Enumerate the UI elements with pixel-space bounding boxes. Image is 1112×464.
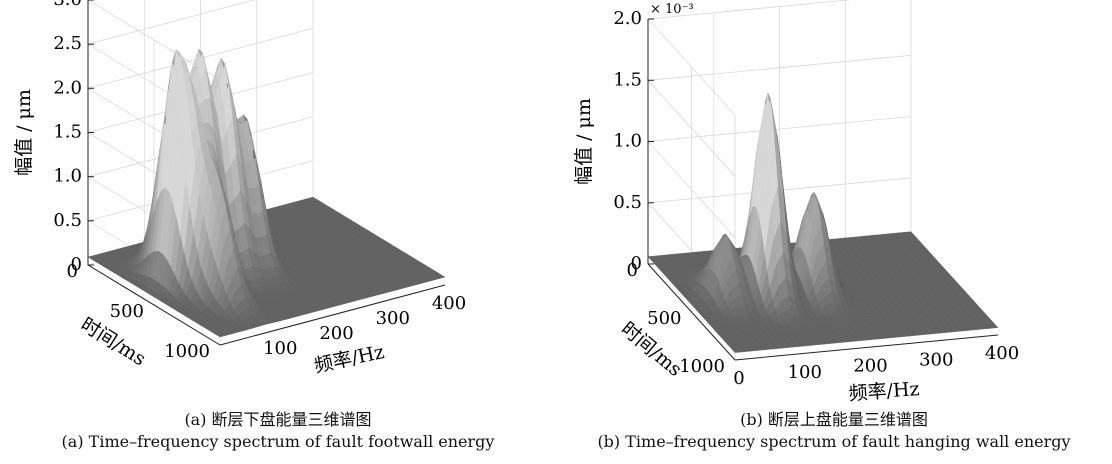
y-tick-labels: 0 500 1000: [627, 260, 725, 377]
z-tick-label: 2.0: [613, 8, 642, 29]
x-tick-label: 200: [319, 323, 353, 344]
y-tick-label: 500: [647, 308, 681, 329]
surface-mesh: [87, 48, 446, 338]
caption-en-b: (b) Time–frequency spectrum of fault han…: [597, 432, 1071, 451]
chart-panel-b: 0 0.5 1.0 1.5 2.0 × 10⁻³ 0 100 200 300 400 0 500 1000…: [556, 0, 1112, 464]
surface-facet: [434, 274, 446, 279]
x-tick-label: 200: [853, 356, 887, 377]
x-tick-label: 300: [376, 308, 410, 329]
y-axis-line: [87, 264, 221, 346]
z-scale-label: × 10⁻³: [650, 2, 694, 17]
x-axis-label: 频率/Hz: [312, 341, 386, 377]
y-tick-label: 500: [110, 301, 144, 322]
z-tick-label: 0: [71, 254, 82, 275]
x-tick-label: 100: [788, 362, 822, 383]
surface-plot-b: 0 0.5 1.0 1.5 2.0 × 10⁻³ 0 100 200 300 400 0 500 1000…: [573, 0, 1019, 405]
y-tick-label: 1000: [164, 341, 210, 362]
z-tick-label: 1.5: [613, 69, 642, 90]
y-axis-line: [647, 263, 736, 361]
x-tick-labels: 0 100 200 300 400: [733, 343, 1019, 389]
y-tick-label: 0: [67, 261, 78, 282]
y-tick-labels: 0 500 1000: [67, 261, 210, 362]
z-axis-label: 幅值 / μm: [13, 89, 35, 176]
surface-plot-a: 00.51.01.52.02.53.0× 10⁻³100200300400050…: [13, 0, 466, 377]
z-tick-label: 1.5: [53, 122, 82, 143]
caption-cn-b: (b) 断层上盘能量三维谱图: [740, 410, 928, 429]
x-tick-label: 0: [733, 368, 744, 389]
z-tick-label: 3.0: [53, 0, 82, 10]
chart-panel-a: 00.51.01.52.02.53.0× 10⁻³100200300400050…: [13, 0, 495, 451]
z-tick-labels: 0 0.5 1.0 1.5 2.0 2.5 3.0: [53, 0, 94, 275]
z-tick-label: 0.5: [53, 210, 82, 231]
x-tick-labels: 100 200 300 400: [263, 293, 466, 359]
x-axis-line: [219, 284, 446, 346]
z-tick-label: 2.0: [53, 77, 82, 98]
x-axis-line: [734, 334, 999, 361]
z-tick-labels: 0 0.5 1.0 1.5 2.0: [613, 8, 654, 274]
z-tick-label: 0.5: [613, 192, 642, 213]
x-tick-label: 400: [985, 343, 1019, 364]
z-axis-label: 幅值 / μm: [573, 98, 595, 185]
y-tick-label: 0: [627, 260, 638, 281]
x-axis-label: 频率/Hz: [848, 378, 920, 405]
caption-en-a: (a) Time–frequency spectrum of fault foo…: [61, 432, 495, 451]
z-tick-label: 0: [631, 253, 642, 274]
surface-facet: [988, 324, 999, 329]
z-tick-label: 1.0: [613, 131, 642, 152]
z-tick-label: 1.0: [53, 166, 82, 187]
caption-cn-a: (a) 断层下盘能量三维谱图: [184, 410, 372, 429]
y-tick-label: 1000: [679, 356, 725, 377]
x-tick-label: 300: [919, 349, 953, 370]
x-tick-label: 100: [263, 338, 297, 359]
surface-mesh: [647, 92, 999, 353]
z-tick-label: 2.5: [53, 33, 82, 54]
x-tick-label: 400: [432, 293, 466, 314]
